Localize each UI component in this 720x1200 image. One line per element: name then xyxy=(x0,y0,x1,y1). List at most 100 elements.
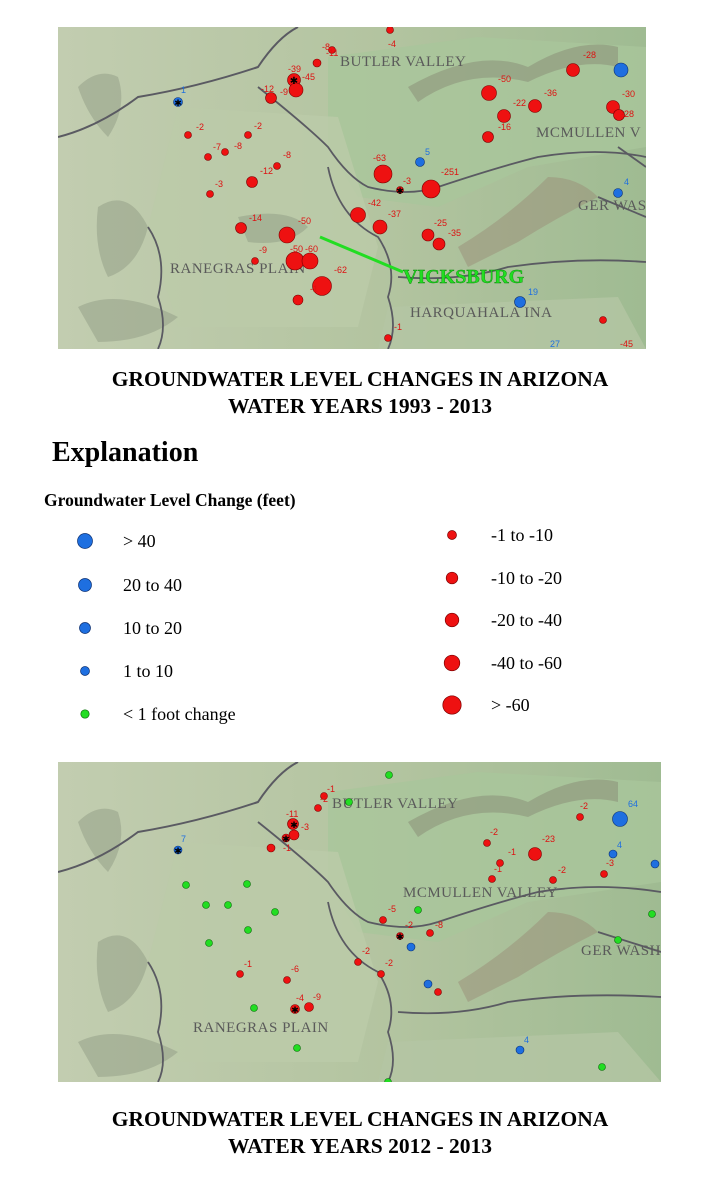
well-marker xyxy=(320,792,328,800)
value-label: -63 xyxy=(373,153,386,163)
value-label: -60 xyxy=(305,244,318,254)
place-mcmullen-valley: MCMULLEN V xyxy=(536,125,641,141)
well-marker xyxy=(244,131,252,139)
well-marker-stable xyxy=(385,771,393,779)
caption-top-line1: GROUNDWATER LEVEL CHANGES IN ARIZONA xyxy=(111,367,609,391)
well-marker xyxy=(301,252,319,270)
legend-symbol xyxy=(444,612,460,628)
well-marker xyxy=(204,153,212,161)
index-well-marker: ✱ xyxy=(396,187,404,197)
value-label: 4 xyxy=(617,840,622,850)
legend-symbol xyxy=(447,530,457,540)
index-well-marker: ✱ xyxy=(291,1006,299,1016)
well-marker xyxy=(384,334,392,342)
map2-wells: ✱ ✱ ✱ ✱ ✱ xyxy=(173,771,660,1082)
legend-symbol xyxy=(443,654,461,672)
well-marker-stable xyxy=(243,880,251,888)
value-label: 27 xyxy=(550,339,560,349)
legend-label: > -60 xyxy=(491,694,530,715)
legend-label: 20 to 40 xyxy=(123,574,183,595)
caption-top: GROUNDWATER LEVEL CHANGES IN ARIZONA WAT… xyxy=(0,366,720,420)
well-marker xyxy=(246,176,258,188)
well-marker xyxy=(377,970,385,978)
well-marker xyxy=(235,222,247,234)
well-marker xyxy=(566,63,580,77)
value-label: -22 xyxy=(513,98,526,108)
value-label: -2 xyxy=(320,794,328,804)
well-marker xyxy=(236,970,244,978)
well-marker-rise xyxy=(515,1045,525,1055)
value-label: -7 xyxy=(213,142,221,152)
well-marker-stable xyxy=(384,1078,392,1082)
well-marker xyxy=(281,833,291,843)
well-marker xyxy=(396,186,404,194)
well-marker xyxy=(290,1004,300,1014)
legend-label: 10 to 20 xyxy=(123,617,183,638)
well-marker xyxy=(251,257,259,265)
well-marker-rise xyxy=(406,942,416,952)
well-marker xyxy=(496,859,504,867)
value-label: -9 xyxy=(259,245,267,255)
legend-label: -20 to -40 xyxy=(491,609,562,630)
value-label: -3 xyxy=(215,179,223,189)
value-label: -1 xyxy=(327,784,335,794)
value-label: -8 xyxy=(322,42,330,52)
legend-title: Groundwater Level Change (feet) xyxy=(44,490,296,510)
value-label: 64 xyxy=(628,799,638,809)
value-label: -8 xyxy=(234,141,242,151)
value-label: -3 xyxy=(403,176,411,186)
well-marker-stable xyxy=(293,1044,301,1052)
well-marker xyxy=(576,813,584,821)
well-marker xyxy=(426,929,434,937)
map-2012-2013: BUTLER VALLEY MCMULLEN VALLEY RANEGRAS P… xyxy=(58,762,661,1082)
well-marker-rise xyxy=(612,811,628,827)
well-marker-rise xyxy=(613,62,629,78)
value-label: -42 xyxy=(368,198,381,208)
well-marker xyxy=(265,92,277,104)
value-label: -2 xyxy=(385,958,393,968)
legend-symbol xyxy=(442,695,462,715)
well-marker xyxy=(373,164,393,184)
well-marker xyxy=(206,190,214,198)
well-marker xyxy=(482,131,494,143)
value-label: -28 xyxy=(583,50,596,60)
well-marker xyxy=(266,843,276,853)
well-marker-rise xyxy=(608,849,618,859)
legend-symbol xyxy=(79,622,91,634)
well-marker xyxy=(396,932,404,940)
well-marker-rise xyxy=(650,859,660,869)
well-marker xyxy=(278,226,296,244)
map-1993-2013: BUTLER VALLEY MCMULLEN V RANEGRAS PLAIN … xyxy=(58,27,646,349)
value-label: -45 xyxy=(620,339,633,349)
value-label: -9 xyxy=(313,992,321,1002)
value-label: -30 xyxy=(622,89,635,99)
well-marker xyxy=(314,804,322,812)
value-label: -2 xyxy=(196,122,204,132)
value-label: 19 xyxy=(528,287,538,297)
well-marker xyxy=(432,237,446,251)
value-label: -3 xyxy=(606,858,614,868)
value-label: -12 xyxy=(260,166,273,176)
well-marker-stable xyxy=(224,901,232,909)
map2-terrain: BUTLER VALLEY MCMULLEN VALLEY RANEGRAS P… xyxy=(58,762,661,1082)
value-label: -2 xyxy=(405,920,413,930)
value-label: -2 xyxy=(580,801,588,811)
legend-label: 1 to 10 xyxy=(123,660,174,681)
well-marker-stable xyxy=(271,908,279,916)
index-well-marker: ✱ xyxy=(396,933,404,943)
well-marker xyxy=(328,46,336,54)
map1-value-labels: -8 -11 -4 -39 -45 -12 -9 -2 -7 -8 -2 -12… xyxy=(181,39,635,349)
well-marker-stable xyxy=(182,881,190,889)
well-marker-stable xyxy=(648,910,656,918)
well-marker xyxy=(386,27,394,34)
value-label: 5 xyxy=(425,147,430,157)
map2-value-labels: -1 -2 -11 -3 -1 -5 -2 -8 -2 -2 -1 -6 -4 … xyxy=(181,784,638,1045)
value-label: -8 xyxy=(283,150,291,160)
well-marker xyxy=(421,179,441,199)
index-well-marker: ✱ xyxy=(290,76,298,87)
explanation-title: Explanation xyxy=(52,437,199,468)
well-marker xyxy=(288,82,304,98)
well-marker xyxy=(372,219,388,235)
value-label: -2 xyxy=(558,865,566,875)
well-marker-stable xyxy=(205,939,213,947)
